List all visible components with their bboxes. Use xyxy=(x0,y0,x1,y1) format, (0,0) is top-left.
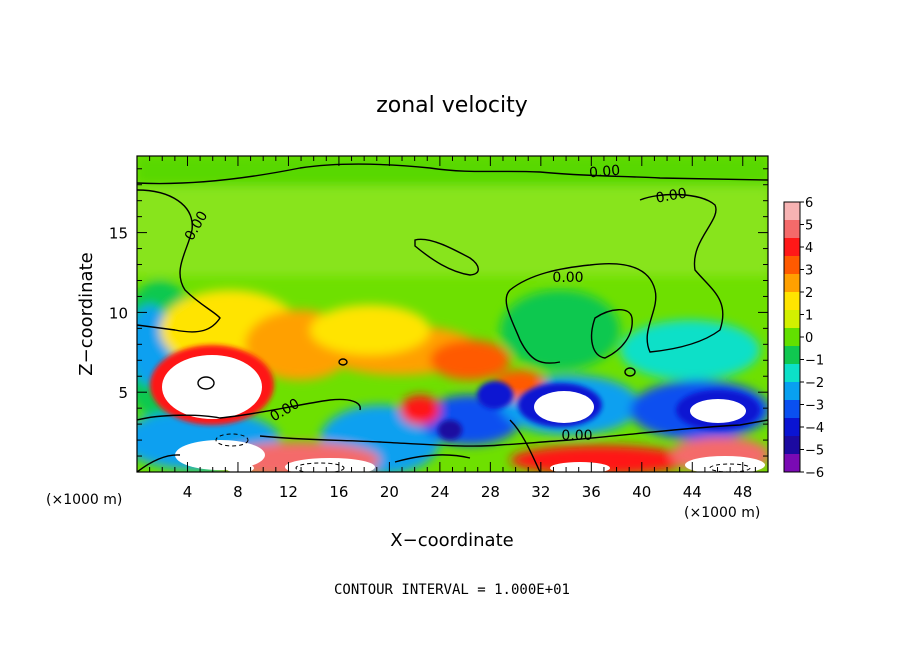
x-tick-label: 16 xyxy=(329,483,348,501)
colorbar-tick-label: −6 xyxy=(805,466,824,481)
x-axis-label: X−coordinate xyxy=(390,530,513,551)
colorbar-tick-label: −1 xyxy=(805,354,824,369)
colorbar-swatch xyxy=(784,220,800,239)
colorbar-swatch xyxy=(784,274,800,293)
colorbar-swatch xyxy=(784,382,800,401)
x-tick-label: 4 xyxy=(183,483,193,501)
heatmap-field xyxy=(137,156,768,472)
x-tick-label: 44 xyxy=(683,483,702,501)
x-tick-label: 28 xyxy=(481,483,500,501)
colorbar-swatch xyxy=(784,346,800,365)
y-axis: 5 10 15 xyxy=(109,168,768,457)
colorbar-swatch xyxy=(784,256,800,275)
colorbar-swatch xyxy=(784,454,800,473)
x-tick-label: 24 xyxy=(430,483,449,501)
colorbar: 6 5 4 3 2 1 0 −1 −2 −3 −4 −5 −6 xyxy=(783,196,824,481)
colorbar-swatch xyxy=(784,436,800,455)
x-tick-label: 12 xyxy=(279,483,298,501)
colorbar-swatch xyxy=(784,310,800,329)
colorbar-tick-label: 2 xyxy=(805,286,813,301)
x-tick-label: 20 xyxy=(380,483,399,501)
colorbar-swatch xyxy=(784,328,800,347)
contour-interval-note: CONTOUR INTERVAL = 1.000E+01 xyxy=(334,582,570,598)
colorbar-tick-label: 0 xyxy=(805,331,813,346)
x-axis: 4 8 12 16 20 24 28 32 36 40 44 48 xyxy=(149,156,756,501)
x-tick-label: 40 xyxy=(632,483,651,501)
x-tick-label: 36 xyxy=(582,483,601,501)
y-axis-label: Z−coordinate xyxy=(76,252,97,375)
colorbar-swatch xyxy=(784,238,800,257)
contour-label: 0.00 xyxy=(655,185,688,206)
chart-title: zonal velocity xyxy=(376,93,528,118)
contour-label: 0.00 xyxy=(552,270,583,286)
colorbar-swatch xyxy=(784,202,800,221)
colorbar-tick-label: −5 xyxy=(805,444,824,459)
colorbar-swatch xyxy=(784,364,800,383)
colorbar-tick-label: 6 xyxy=(805,196,813,211)
y-tick-label: 5 xyxy=(118,384,128,402)
colorbar-tick-label: 3 xyxy=(805,264,813,279)
x-unit-right: (×1000 m) xyxy=(684,505,760,521)
x-tick-label: 8 xyxy=(233,483,243,501)
x-tick-label: 32 xyxy=(531,483,550,501)
colorbar-tick-label: 4 xyxy=(805,241,813,256)
x-tick-label: 48 xyxy=(733,483,752,501)
colorbar-swatch xyxy=(784,292,800,311)
colorbar-tick-label: 5 xyxy=(805,219,813,234)
colorbar-tick-label: −3 xyxy=(805,399,824,414)
contour-label: 0.00 xyxy=(561,428,592,444)
colorbar-tick-label: −4 xyxy=(805,421,824,436)
x-unit-left: (×1000 m) xyxy=(46,492,122,508)
colorbar-tick-label: 1 xyxy=(805,309,813,324)
y-tick-label: 10 xyxy=(109,304,128,322)
contour-label: 0.00 xyxy=(588,163,620,182)
colorbar-swatch xyxy=(784,400,800,419)
y-tick-label: 15 xyxy=(109,225,128,243)
colorbar-tick-label: −2 xyxy=(805,376,824,391)
colorbar-swatch xyxy=(784,418,800,437)
